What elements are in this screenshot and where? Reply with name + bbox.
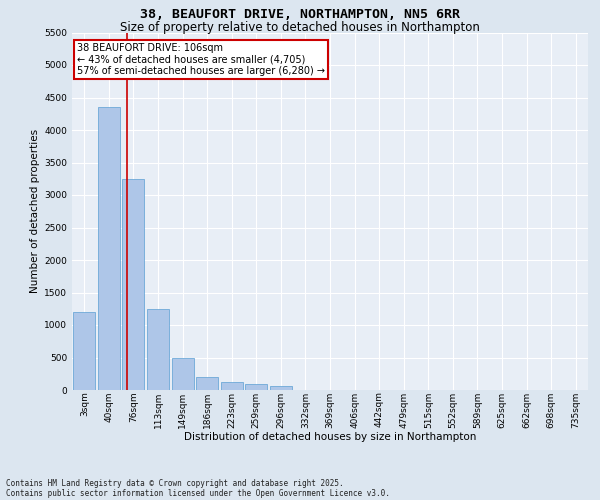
Text: Contains HM Land Registry data © Crown copyright and database right 2025.: Contains HM Land Registry data © Crown c… (6, 478, 344, 488)
Bar (147, 308, 169, 390)
Bar (122, 179, 145, 390)
Bar (73, 312, 95, 390)
Text: 38 BEAUFORT DRIVE: 106sqm
← 43% of detached houses are smaller (4,705)
57% of se: 38 BEAUFORT DRIVE: 106sqm ← 43% of detac… (77, 43, 325, 76)
Text: Size of property relative to detached houses in Northampton: Size of property relative to detached ho… (120, 22, 480, 35)
X-axis label: Distribution of detached houses by size in Northampton: Distribution of detached houses by size … (184, 432, 476, 442)
Bar (221, 382, 243, 390)
Bar (196, 377, 218, 390)
Bar (270, 386, 292, 390)
Bar (245, 384, 268, 390)
Bar (98, 108, 120, 390)
Text: 38, BEAUFORT DRIVE, NORTHAMPTON, NN5 6RR: 38, BEAUFORT DRIVE, NORTHAMPTON, NN5 6RR (140, 8, 460, 20)
Y-axis label: Number of detached properties: Number of detached properties (30, 129, 40, 294)
Text: Contains public sector information licensed under the Open Government Licence v3: Contains public sector information licen… (6, 488, 390, 498)
Bar (172, 358, 194, 390)
